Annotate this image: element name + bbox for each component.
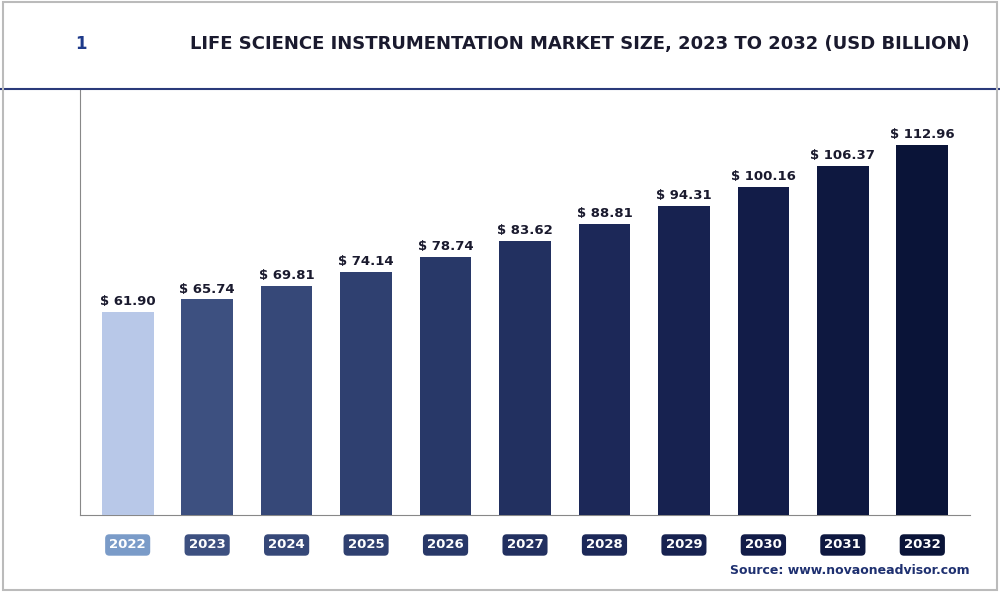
- Bar: [181, 300, 233, 515]
- FancyBboxPatch shape: [70, 17, 93, 71]
- Bar: [896, 144, 948, 515]
- Text: $ 112.96: $ 112.96: [890, 128, 955, 141]
- Text: $ 78.74: $ 78.74: [418, 240, 473, 253]
- Text: $ 74.14: $ 74.14: [338, 255, 394, 268]
- Text: 2025: 2025: [348, 539, 384, 552]
- Text: 2029: 2029: [666, 539, 702, 552]
- Text: NOVA: NOVA: [21, 36, 73, 53]
- Text: 2027: 2027: [507, 539, 543, 552]
- Text: 2032: 2032: [904, 539, 941, 552]
- Bar: [102, 312, 154, 515]
- Text: $ 61.90: $ 61.90: [100, 295, 155, 308]
- Bar: [817, 166, 869, 515]
- Text: $ 94.31: $ 94.31: [656, 189, 712, 202]
- Text: $ 83.62: $ 83.62: [497, 224, 553, 237]
- Bar: [658, 206, 710, 515]
- Bar: [738, 186, 789, 515]
- Text: 2030: 2030: [745, 539, 782, 552]
- Text: 2024: 2024: [268, 539, 305, 552]
- Text: $ 106.37: $ 106.37: [810, 149, 875, 162]
- Text: LIFE SCIENCE INSTRUMENTATION MARKET SIZE, 2023 TO 2032 (USD BILLION): LIFE SCIENCE INSTRUMENTATION MARKET SIZE…: [190, 36, 970, 53]
- Text: $ 65.74: $ 65.74: [179, 282, 235, 295]
- Bar: [420, 257, 471, 515]
- Text: 2023: 2023: [189, 539, 226, 552]
- Text: $ 88.81: $ 88.81: [577, 207, 632, 220]
- Text: ADVISOR: ADVISOR: [97, 38, 164, 51]
- Text: 1: 1: [76, 36, 87, 53]
- Bar: [261, 286, 312, 515]
- Text: Source: www.novaoneadvisor.com: Source: www.novaoneadvisor.com: [730, 564, 970, 577]
- Bar: [499, 241, 551, 515]
- Text: $ 100.16: $ 100.16: [731, 170, 796, 183]
- Text: $ 69.81: $ 69.81: [259, 269, 314, 282]
- Text: 2028: 2028: [586, 539, 623, 552]
- Bar: [340, 272, 392, 515]
- Bar: [579, 224, 630, 515]
- Text: 2022: 2022: [109, 539, 146, 552]
- Text: 2026: 2026: [427, 539, 464, 552]
- Text: 2031: 2031: [824, 539, 861, 552]
